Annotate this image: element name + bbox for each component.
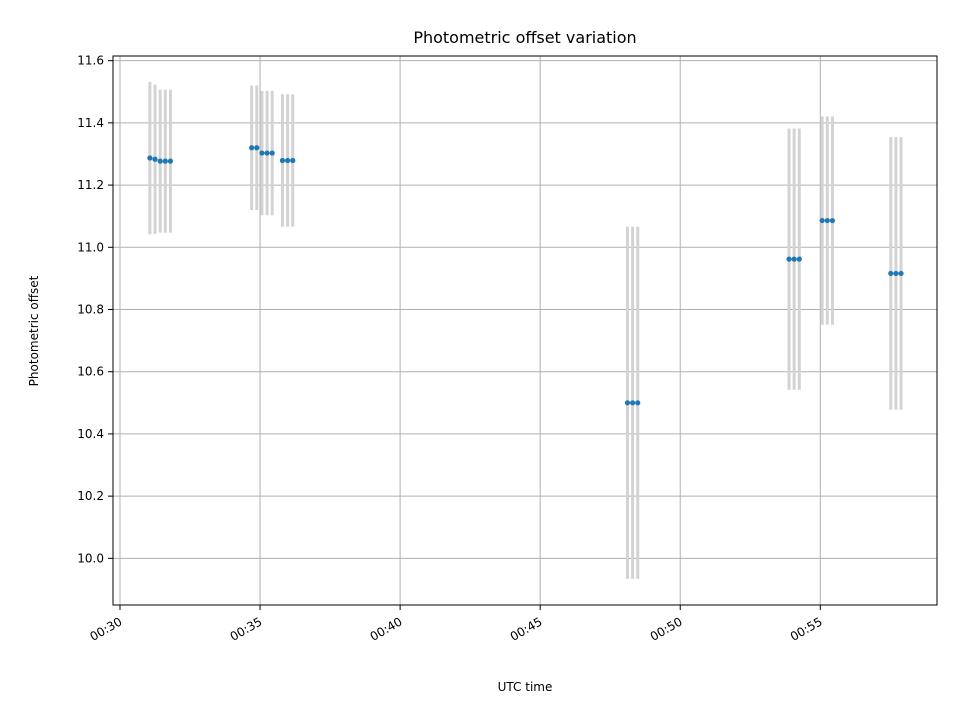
data-point (249, 145, 255, 151)
x-tick-label: 00:35 (228, 614, 265, 643)
x-axis-ticks: 00:30 00:35 00:40 00:45 00:50 00:55 (88, 605, 825, 644)
y-tick-label: 10.6 (77, 365, 104, 379)
y-axis-ticks: 10.0 10.2 10.4 10.6 10.8 11.0 11.2 11.4 11.6 (77, 54, 113, 565)
data-point (152, 156, 158, 162)
grid (113, 56, 937, 605)
y-tick-label: 10.2 (77, 489, 104, 503)
x-tick-label: 00:55 (788, 614, 825, 643)
data-point (791, 256, 797, 262)
data-point (635, 400, 641, 406)
data-point (167, 158, 174, 164)
x-tick-label: 00:40 (368, 614, 405, 643)
data-point (824, 217, 830, 224)
data-point (819, 217, 825, 224)
data-point (279, 157, 286, 164)
x-tick-label: 00:45 (508, 614, 545, 643)
data-point (157, 158, 163, 164)
x-tick-label: 00:30 (88, 614, 125, 643)
data-points (147, 145, 904, 406)
data-point (147, 155, 153, 161)
y-tick-label: 11.4 (77, 116, 104, 130)
data-point (254, 145, 260, 151)
data-point (888, 270, 894, 277)
data-point (285, 157, 291, 164)
data-point (829, 217, 836, 224)
data-point (624, 400, 631, 406)
data-point (162, 158, 168, 164)
error-bars (148, 81, 903, 579)
x-axis-label: UTC time (498, 680, 553, 694)
y-tick-label: 11.6 (77, 54, 104, 68)
chart-title: Photometric offset variation (413, 28, 636, 47)
data-point (269, 150, 275, 156)
data-point (796, 256, 802, 262)
data-point (786, 256, 792, 262)
y-tick-label: 10.0 (77, 551, 104, 565)
data-point (893, 270, 899, 277)
plot-frame (112, 55, 938, 606)
y-tick-label: 10.4 (77, 427, 104, 441)
y-tick-label: 11.0 (77, 240, 104, 254)
data-point (264, 150, 270, 156)
y-tick-label: 10.8 (77, 303, 104, 317)
data-point (898, 270, 904, 277)
x-tick-label: 00:50 (648, 614, 685, 643)
y-axis-label: Photometric offset (27, 275, 41, 386)
data-point (290, 157, 296, 164)
y-tick-label: 11.2 (77, 178, 104, 192)
data-point (259, 150, 265, 156)
data-point (630, 400, 636, 406)
